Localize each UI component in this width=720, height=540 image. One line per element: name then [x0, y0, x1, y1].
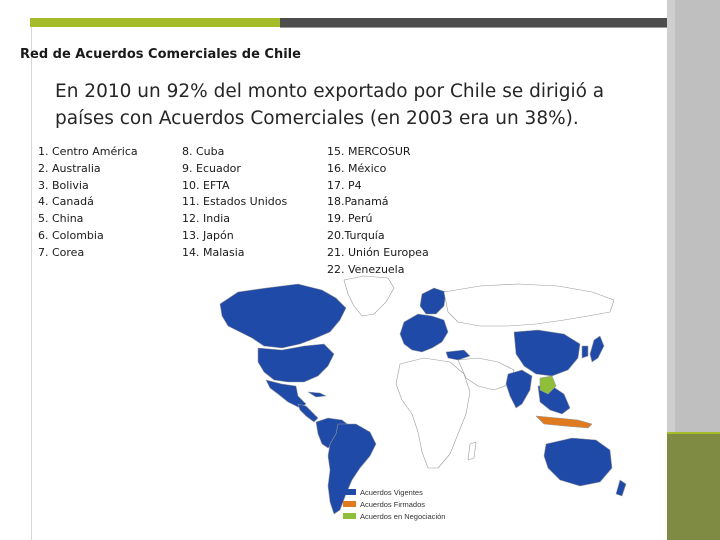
agreement-item: 13. Japón	[182, 228, 234, 242]
map-region-usa	[257, 343, 335, 383]
map-region-scandinavia	[419, 287, 447, 315]
left-margin-rule	[31, 27, 32, 540]
right-side-panel-footer-line	[667, 432, 720, 434]
agreement-item: 7. Corea	[38, 245, 85, 259]
header-accent-green	[30, 18, 280, 27]
agreement-item: 20.Turquía	[327, 228, 385, 242]
legend-label-firmados: Acuerdos Firmados	[360, 500, 425, 509]
map-region-madagascar	[467, 441, 477, 461]
agreement-item: 15. MERCOSUR	[327, 145, 411, 158]
world-map: Acuerdos Vigentes Acuerdos Firmados Acue…	[219, 275, 627, 521]
map-region-central-america	[297, 403, 319, 423]
agreement-item: 6. Colombia	[38, 228, 104, 242]
map-region-korea	[581, 345, 589, 359]
agreement-item: 10. EFTA	[182, 178, 230, 192]
agreement-item: 22. Venezuela	[327, 262, 405, 276]
map-region-cuba	[307, 391, 327, 398]
header-accent-dark	[280, 18, 675, 27]
map-region-indonesia	[535, 415, 593, 429]
map-region-mexico	[265, 379, 307, 409]
agreement-item: 19. Perú	[327, 212, 373, 226]
agreement-item: 3. Bolivia	[38, 178, 89, 192]
slide-title: Red de Acuerdos Comerciales de Chile	[20, 47, 301, 62]
legend-swatch-vigentes	[343, 489, 356, 495]
legend-swatch-firmados	[343, 501, 356, 507]
map-legend: Acuerdos Vigentes Acuerdos Firmados Acue…	[343, 488, 445, 521]
agreement-item: 17. P4	[327, 178, 362, 192]
map-region-new-zealand	[615, 479, 627, 497]
intro-text: En 2010 un 92% del monto exportado por C…	[55, 81, 605, 129]
agreements-column-3: 15. MERCOSUR 16. México 17. P4 18.Panamá…	[327, 144, 429, 278]
map-region-africa	[395, 357, 471, 469]
map-region-russia	[443, 283, 615, 327]
right-side-panel-edge	[667, 0, 675, 540]
map-region-greenland	[343, 275, 395, 317]
legend-label-negociacion: Acuerdos en Negociación	[360, 512, 445, 521]
agreement-item: 2. Australia	[38, 161, 101, 175]
agreement-item: 5. China	[38, 212, 84, 226]
right-side-panel-footer	[667, 432, 720, 540]
agreement-item: 1. Centro América	[38, 145, 138, 158]
agreement-item: 21. Unión Europea	[327, 245, 429, 259]
map-region-canada	[219, 283, 347, 349]
agreements-column-1: 1. Centro América 2. Australia 3. Bolivi…	[38, 144, 138, 262]
agreement-item: 16. México	[327, 161, 387, 175]
agreement-item: 4. Canadá	[38, 195, 94, 209]
legend-swatch-negociacion	[343, 513, 356, 519]
map-region-australia	[543, 437, 613, 487]
map-region-turkey	[445, 349, 471, 361]
agreement-item: 12. India	[182, 212, 230, 226]
agreements-column-2: 8. Cuba 9. Ecuador 10. EFTA 11. Estados …	[182, 144, 287, 262]
map-region-india	[505, 369, 533, 409]
map-region-japan	[589, 335, 605, 363]
header-accent-line	[280, 27, 675, 28]
map-region-south-america	[327, 423, 377, 515]
map-region-indochina	[539, 375, 557, 395]
agreement-item: 14. Malasia	[182, 245, 245, 259]
legend-label-vigentes: Acuerdos Vigentes	[360, 488, 423, 497]
map-region-europe	[399, 313, 449, 353]
agreement-item: 8. Cuba	[182, 145, 225, 158]
agreement-item: 11. Estados Unidos	[182, 195, 288, 209]
agreement-item: 9. Ecuador	[182, 161, 241, 175]
agreement-item: 18.Panamá	[327, 195, 389, 209]
map-region-china	[513, 329, 581, 377]
